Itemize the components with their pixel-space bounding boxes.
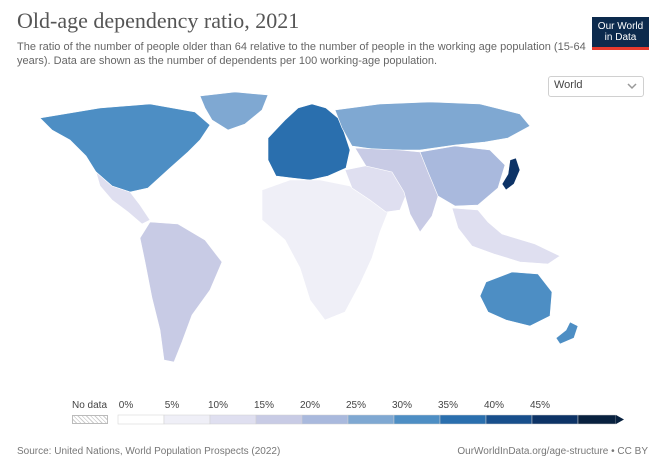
legend-tick-label: 15%	[253, 400, 275, 411]
region-asia[interactable]	[354, 147, 441, 233]
region-greenland[interactable]	[199, 91, 269, 131]
chart-title: Old-age dependency ratio, 2021	[17, 8, 300, 33]
legend-tick-label: 35%	[437, 400, 459, 411]
legend-bin	[347, 414, 395, 425]
region-south-america[interactable]	[139, 221, 223, 363]
legend-tick-label: 5%	[164, 400, 180, 411]
region-select[interactable]: World	[548, 76, 644, 97]
legend-arrow	[616, 415, 624, 424]
legend-bin	[393, 414, 441, 425]
legend-bin	[485, 414, 533, 425]
region-china[interactable]	[419, 145, 506, 207]
legend-tick-label: 30%	[391, 400, 413, 411]
legend-color-bar	[117, 414, 624, 425]
legend-bin	[577, 414, 617, 425]
region-central-america[interactable]	[95, 171, 151, 225]
region-russia[interactable]	[334, 101, 531, 151]
region-japan[interactable]	[501, 157, 521, 191]
license-link[interactable]: OurWorldInData.org/age-structure • CC BY	[457, 446, 648, 457]
legend-tick-label: 40%	[483, 400, 505, 411]
legend-no-data-swatch	[72, 415, 108, 424]
legend-tick-label: 20%	[299, 400, 321, 411]
legend-bin	[531, 414, 579, 425]
legend-tick-label: 25%	[345, 400, 367, 411]
legend-bin	[163, 414, 211, 425]
world-map[interactable]	[0, 90, 664, 390]
region-africa[interactable]	[261, 179, 389, 321]
legend-tick-label: 0%	[118, 400, 134, 411]
logo-text-line2: in Data	[604, 32, 637, 43]
owid-logo[interactable]: Our World in Data	[592, 17, 649, 50]
region-australia[interactable]	[479, 271, 553, 327]
legend-bin	[209, 414, 257, 425]
chart-subtitle: The ratio of the number of people older …	[17, 41, 586, 67]
legend-bin	[255, 414, 303, 425]
logo-text-line1: Our World	[597, 21, 644, 32]
legend-tick-label: 10%	[207, 400, 229, 411]
chevron-down-icon	[627, 83, 637, 90]
region-new-zealand[interactable]	[555, 321, 579, 345]
logo-accent-bar	[592, 47, 649, 50]
legend-bin	[117, 414, 165, 425]
region-europe[interactable]	[267, 103, 351, 181]
legend-bin	[439, 414, 487, 425]
region-select-value: World	[554, 79, 583, 91]
legend-tick-label: 45%	[529, 400, 551, 411]
source-note: Source: United Nations, World Population…	[17, 446, 281, 457]
region-north-america[interactable]	[39, 103, 211, 193]
legend-bin	[301, 414, 349, 425]
legend-no-data-label: No data	[72, 400, 108, 411]
region-southeast-asia[interactable]	[451, 207, 561, 265]
color-legend: No data 0% 5% 10% 15% 20% 25% 30% 35% 40% 45%	[0, 398, 664, 432]
